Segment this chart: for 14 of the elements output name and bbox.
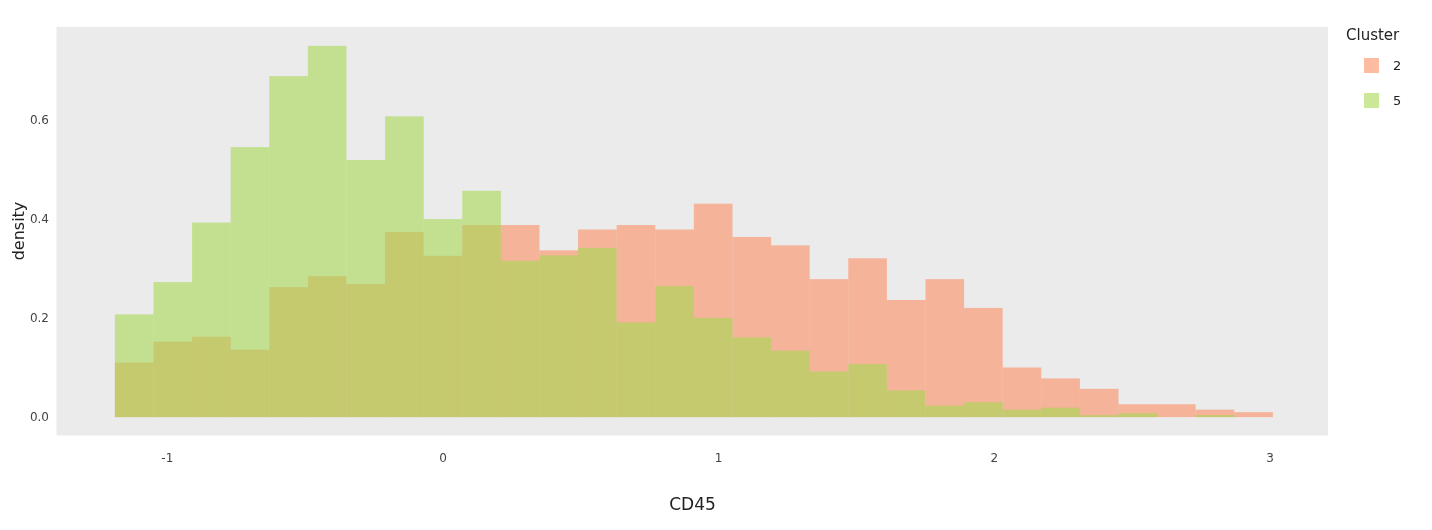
y-tick-label: 0.4 — [29, 211, 49, 226]
y-tick-label: 0.0 — [29, 410, 49, 425]
x-axis-title: CD45 — [669, 494, 716, 514]
legend-title: Cluster — [1346, 26, 1401, 44]
y-axis-title: density — [8, 201, 28, 261]
x-tick-label: 0 — [439, 450, 447, 465]
x-tick-label: 1 — [714, 450, 723, 465]
legend-label: 2 — [1393, 58, 1402, 73]
legend-label: 5 — [1393, 93, 1402, 108]
x-tick-label: 2 — [990, 450, 999, 465]
y-tick-label: 0.2 — [29, 311, 49, 326]
y-tick-label: 0.6 — [29, 112, 49, 127]
x-tick-label: 3 — [1266, 450, 1274, 465]
x-tick-label: -1 — [161, 450, 174, 465]
